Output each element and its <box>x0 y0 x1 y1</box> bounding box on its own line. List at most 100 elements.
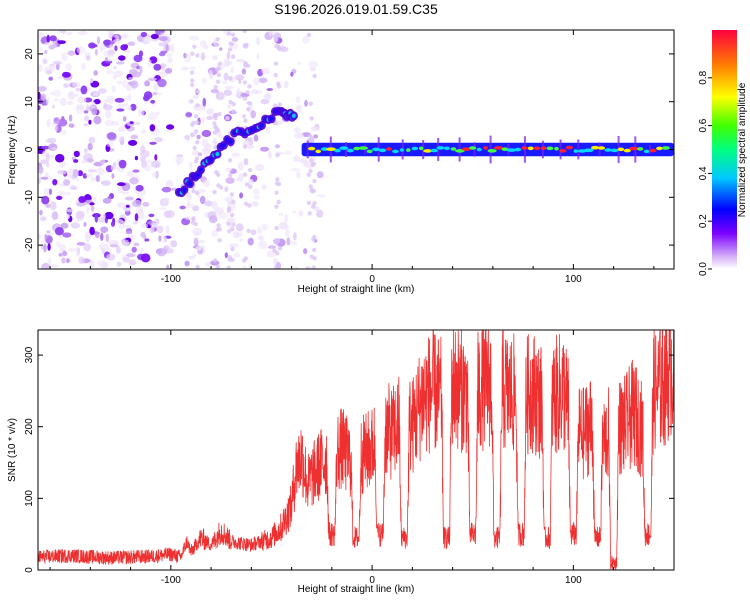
signal-hotspot <box>399 148 404 152</box>
signal-hotspot <box>598 146 605 150</box>
spectrogram-noise-cell <box>140 156 146 163</box>
signal-hotspot <box>411 146 419 151</box>
spectrogram-noise-cell <box>230 212 235 218</box>
spectrogram-noise-cell <box>93 91 99 97</box>
spectrogram-noise-cell <box>153 63 162 71</box>
spectrogram-noise-cell <box>256 52 260 61</box>
spectrogram-noise-cell <box>58 253 63 257</box>
spectrogram-noise-cell <box>231 37 239 42</box>
spectrogram-noise-cell <box>126 105 132 111</box>
spectrogram-noise-cell <box>224 86 234 90</box>
spectrogram-noise-cell <box>309 158 314 163</box>
signal-hotspot <box>423 149 433 153</box>
spectrogram-noise-cell <box>43 243 47 253</box>
spectrogram-y-tick-label: -20 <box>24 237 35 252</box>
spectrogram-noise-cell <box>235 232 243 238</box>
spectrogram-noise-cell <box>298 210 304 217</box>
spectrogram-noise-cell <box>242 114 246 119</box>
spectrogram-noise-cell <box>75 210 85 220</box>
spectrogram-noise-cell <box>202 77 207 85</box>
spectrogram-noise-cell <box>191 120 196 126</box>
signal-hotspot <box>565 145 573 150</box>
spectrogram-noise-cell <box>202 97 207 107</box>
spectrogram-noise-cell <box>311 204 316 209</box>
spectrogram-noise-cell <box>91 107 98 116</box>
spectrogram-noise-cell <box>257 235 265 241</box>
spectrogram-noise-cell <box>275 251 280 256</box>
spectrogram-noise-cell <box>186 139 190 143</box>
spectrogram-noise-cell <box>159 207 167 211</box>
spectrogram-noise-cell <box>310 126 320 132</box>
spectrogram-noise-cell <box>47 243 51 251</box>
spectrogram-noise-cell <box>243 118 248 123</box>
spectrogram-noise-cell <box>273 38 279 43</box>
spectrogram-noise-cell <box>143 164 152 172</box>
spectrogram-noise-cell <box>200 52 206 61</box>
spectrogram-noise-cell <box>136 121 140 126</box>
spectrogram-noise-cell <box>76 46 86 54</box>
spectrogram-noise-cell <box>85 233 90 242</box>
spectrogram-noise-cell <box>83 222 87 227</box>
spectrogram-noise-cell <box>189 35 199 41</box>
spectrogram-noise-cell <box>246 63 251 68</box>
spectrogram-noise-cell <box>266 88 274 91</box>
spectrogram-noise-cell <box>268 30 273 37</box>
spectrogram-noise-cell <box>117 126 126 133</box>
spectrogram-noise-cell <box>106 141 114 148</box>
spectrogram-noise-cell <box>276 81 281 87</box>
spectrogram-noise-cell <box>106 132 117 140</box>
colorbar-ticks: 0.0 0.2 0.4 0.6 0.8 <box>698 70 712 276</box>
spectrogram-noise-cell <box>116 202 126 209</box>
spectrogram-noise-cell <box>242 96 248 101</box>
spectrogram-noise-cell <box>201 147 208 152</box>
spectrogram-noise-cell <box>308 101 313 106</box>
spectrogram-noise-cell <box>215 264 221 269</box>
spectrogram-noise-cell <box>80 85 88 95</box>
signal-hotspot <box>444 146 450 151</box>
spectrogram-noise-cell <box>283 150 292 156</box>
spectrogram-noise-cell <box>60 30 67 34</box>
spectrogram-noise-cell <box>239 192 244 199</box>
spectrogram-noise-cell <box>68 114 73 122</box>
spectrogram-noise-cell <box>88 136 96 144</box>
signal-hotspot <box>462 147 471 151</box>
spectrogram-noise-cell <box>223 72 229 81</box>
spectrogram-noise-cell <box>97 260 108 267</box>
spectrogram-noise-cell <box>114 97 125 103</box>
spectrogram-noise-cell <box>73 150 80 158</box>
spectrogram-noise-cell <box>83 110 89 114</box>
spectrogram-noise-cell <box>237 161 244 171</box>
spectrogram-noise-cell <box>107 49 116 56</box>
spectrogram-noise-cell <box>260 146 269 152</box>
spectrogram-noise-cell <box>272 34 278 39</box>
spectrogram-noise-cell <box>247 167 253 173</box>
spectrogram-noise-cell <box>246 107 251 112</box>
spectrogram-noise-cell <box>312 201 317 206</box>
snr-x-tick-label: 0 <box>369 575 375 586</box>
spectrogram-noise-cell <box>63 83 70 88</box>
spectrogram-noise-cell <box>242 30 247 34</box>
spectrogram-noise-cell <box>140 31 148 38</box>
spectrogram-noise-cell <box>65 208 75 213</box>
spectrogram-noise-cell <box>250 229 257 236</box>
spectrogram-noise-cell <box>121 33 129 39</box>
spectrogram-noise-cell <box>247 178 254 186</box>
spectrogram-noise-cell <box>195 103 200 108</box>
spectrogram-noise-cell <box>188 255 196 260</box>
spectrogram-noise-cell <box>124 224 132 229</box>
spectrogram-noise-cell <box>210 89 219 94</box>
spectrogram-noise-cell <box>257 226 262 232</box>
spectrogram-noise-cell <box>39 47 43 52</box>
spectrogram-noise-cell <box>217 238 222 243</box>
spectrogram-noise-cell <box>77 170 84 177</box>
spectrogram-noise-cell <box>197 152 203 157</box>
spectrogram-noise-cell <box>57 169 67 175</box>
spectrogram-noise-cell <box>110 164 114 171</box>
spectrogram-noise-cell <box>157 70 162 76</box>
spectrogram-noise-cell <box>128 77 135 81</box>
spectrogram-noise-cell <box>98 243 109 250</box>
spectrogram-noise-cell <box>84 97 93 103</box>
spectrogram-noise-cell <box>61 257 66 264</box>
spectrogram-noise-cell <box>149 141 157 145</box>
